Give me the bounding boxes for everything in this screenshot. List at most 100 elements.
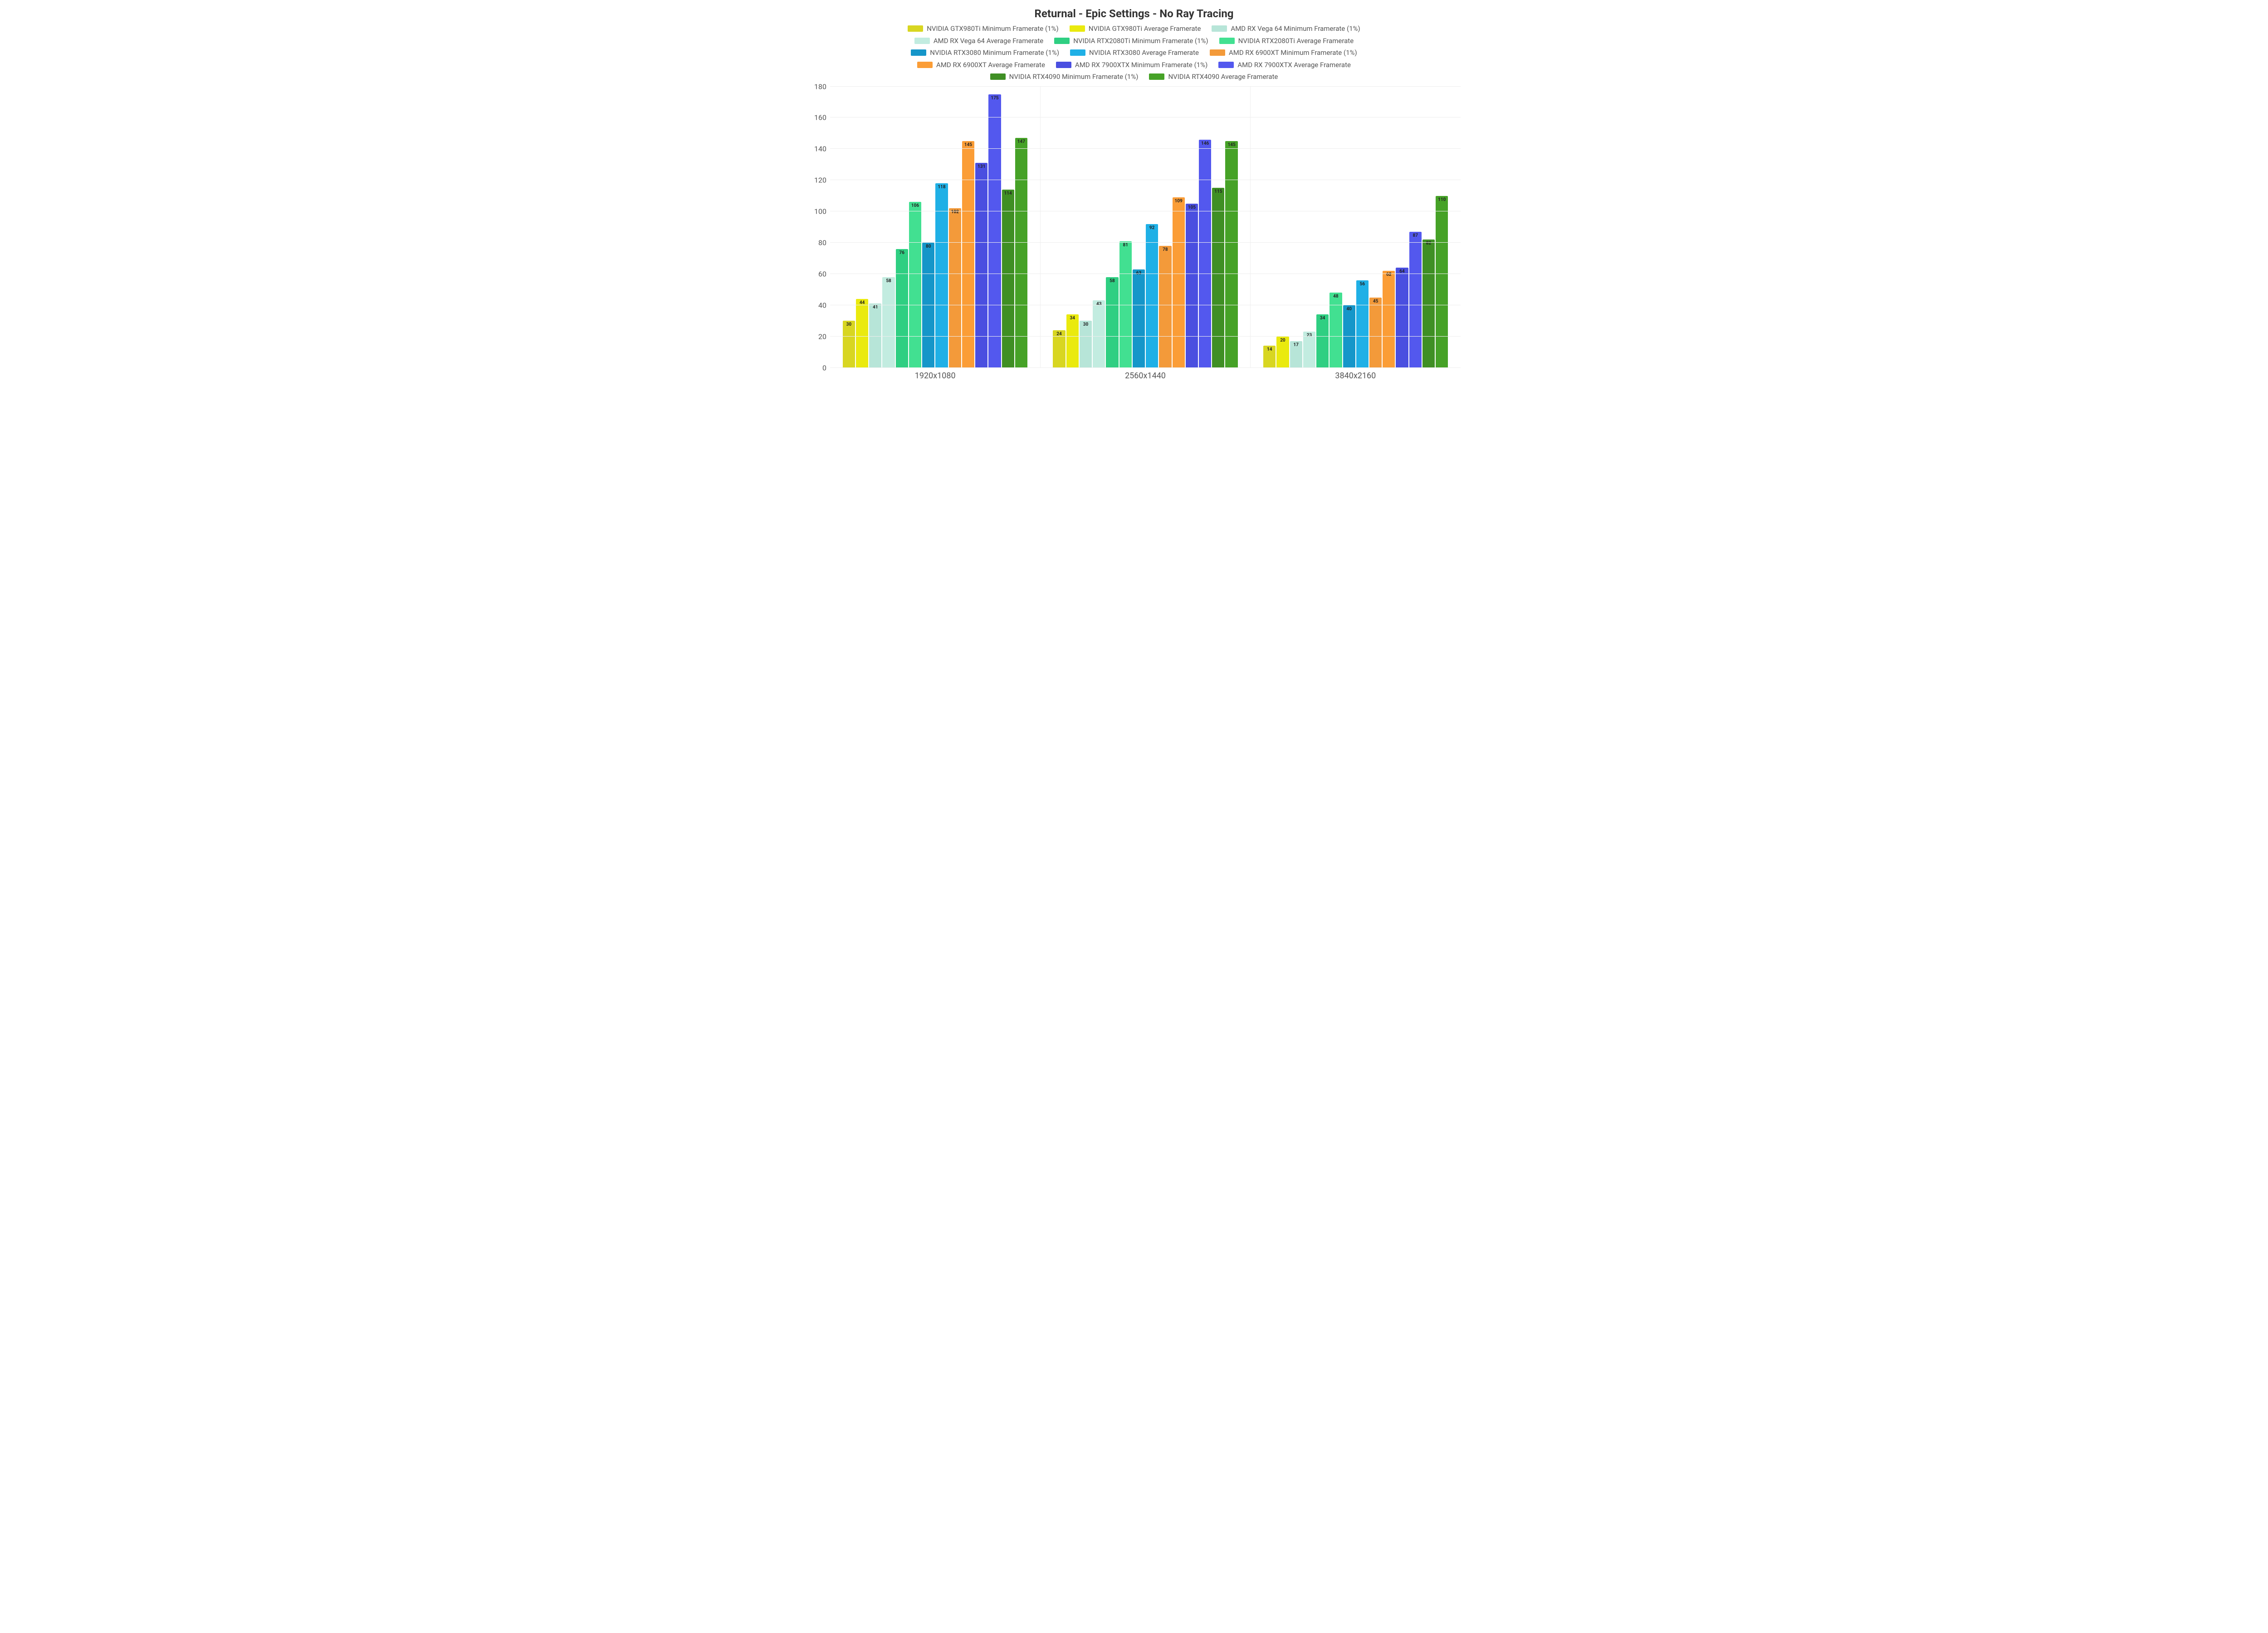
bar[interactable]: 30 — [1080, 321, 1092, 367]
bar-value-label: 45 — [1373, 299, 1378, 304]
y-tick-label: 160 — [806, 113, 826, 122]
legend-swatch — [1218, 62, 1234, 68]
legend-item[interactable]: NVIDIA RTX2080Ti Minimum Framerate (1%) — [1054, 36, 1208, 46]
legend-swatch — [1070, 25, 1085, 32]
legend-swatch — [911, 49, 926, 56]
category-label: 1920x1080 — [830, 371, 1040, 381]
bar[interactable]: 63 — [1133, 269, 1145, 368]
bar[interactable]: 147 — [1015, 138, 1027, 367]
legend-item[interactable]: NVIDIA RTX2080Ti Average Framerate — [1219, 36, 1354, 46]
bar[interactable]: 45 — [1369, 298, 1382, 368]
bars-row: 243430435881639278109105146115145 — [1053, 87, 1237, 368]
legend-item[interactable]: AMD RX 7900XTX Minimum Framerate (1%) — [1056, 60, 1207, 70]
bar-value-label: 110 — [1438, 197, 1446, 202]
bar[interactable]: 62 — [1383, 271, 1395, 368]
bar-value-label: 62 — [1386, 272, 1391, 277]
bar[interactable]: 102 — [949, 208, 961, 367]
chart-plot: 3044415876106801181021451311751141472434… — [830, 87, 1461, 377]
legend-label: NVIDIA RTX3080 Minimum Framerate (1%) — [930, 48, 1059, 58]
legend-item[interactable]: NVIDIA GTX980Ti Average Framerate — [1070, 24, 1201, 34]
legend-item[interactable]: AMD RX 6900XT Average Framerate — [917, 60, 1045, 70]
bar[interactable]: 23 — [1303, 332, 1315, 367]
legend-item[interactable]: NVIDIA RTX3080 Average Framerate — [1070, 48, 1199, 58]
bar[interactable]: 17 — [1290, 341, 1302, 368]
legend-label: NVIDIA RTX2080Ti Average Framerate — [1238, 36, 1354, 46]
bar[interactable]: 145 — [962, 141, 974, 367]
bar[interactable]: 64 — [1396, 268, 1408, 367]
bar-value-label: 145 — [1227, 142, 1235, 147]
legend-swatch — [1070, 49, 1085, 56]
legend-label: NVIDIA GTX980Ti Minimum Framerate (1%) — [927, 24, 1059, 34]
bar[interactable]: 34 — [1316, 314, 1329, 367]
bar-value-label: 131 — [978, 164, 985, 169]
legend-item[interactable]: AMD RX Vega 64 Minimum Framerate (1%) — [1212, 24, 1360, 34]
legend-label: AMD RX 6900XT Average Framerate — [936, 60, 1045, 70]
bar[interactable]: 92 — [1146, 224, 1158, 368]
legend-label: AMD RX Vega 64 Minimum Framerate (1%) — [1231, 24, 1360, 34]
legend-swatch — [1054, 38, 1070, 44]
legend-item[interactable]: AMD RX Vega 64 Average Framerate — [914, 36, 1043, 46]
bar[interactable]: 43 — [1093, 300, 1105, 367]
bar-value-label: 80 — [926, 244, 931, 249]
bar[interactable]: 78 — [1159, 246, 1171, 368]
bar[interactable]: 114 — [1002, 190, 1014, 368]
bar[interactable]: 48 — [1330, 293, 1342, 367]
y-tick-label: 60 — [806, 269, 826, 278]
legend-item[interactable]: NVIDIA GTX980Ti Minimum Framerate (1%) — [908, 24, 1059, 34]
bar[interactable]: 145 — [1225, 141, 1237, 367]
bar[interactable]: 30 — [843, 321, 855, 367]
bar[interactable]: 82 — [1422, 240, 1435, 367]
bar[interactable]: 105 — [1186, 204, 1198, 368]
bar[interactable]: 106 — [909, 202, 921, 367]
bar-value-label: 48 — [1333, 294, 1338, 299]
legend-swatch — [990, 73, 1006, 80]
bar[interactable]: 175 — [988, 94, 1001, 368]
bar-value-label: 114 — [1004, 191, 1012, 196]
bar-value-label: 145 — [964, 142, 972, 147]
bar[interactable]: 87 — [1409, 232, 1422, 368]
category-label: 2560x1440 — [1040, 371, 1250, 381]
bar[interactable]: 131 — [975, 163, 987, 367]
legend-item[interactable]: AMD RX 6900XT Minimum Framerate (1%) — [1210, 48, 1357, 58]
bar[interactable]: 56 — [1356, 280, 1369, 368]
legend-item[interactable]: NVIDIA RTX4090 Minimum Framerate (1%) — [990, 72, 1139, 82]
legend-swatch — [1056, 62, 1071, 68]
chart-legend: NVIDIA GTX980Ti Minimum Framerate (1%) NV… — [848, 24, 1420, 82]
bar[interactable]: 115 — [1212, 188, 1224, 367]
legend-label: NVIDIA RTX2080Ti Minimum Framerate (1%) — [1073, 36, 1208, 46]
legend-item[interactable]: NVIDIA RTX3080 Minimum Framerate (1%) — [911, 48, 1059, 58]
bar-value-label: 41 — [873, 305, 878, 310]
bar-value-label: 56 — [1360, 282, 1365, 287]
y-tick-label: 140 — [806, 145, 826, 153]
bar[interactable]: 146 — [1199, 140, 1211, 368]
legend-swatch — [1210, 49, 1225, 56]
bar-value-label: 30 — [846, 322, 851, 327]
category-group: 14201723344840564562648782110 — [1250, 87, 1461, 368]
bar[interactable]: 20 — [1276, 337, 1289, 368]
y-tick-label: 0 — [806, 363, 826, 372]
legend-label: AMD RX 7900XTX Average Framerate — [1237, 60, 1351, 70]
legend-label: AMD RX 6900XT Minimum Framerate (1%) — [1229, 48, 1357, 58]
y-tick-label: 180 — [806, 82, 826, 91]
bar[interactable]: 76 — [896, 249, 908, 368]
bar[interactable]: 58 — [882, 277, 894, 368]
bar[interactable]: 58 — [1106, 277, 1118, 368]
legend-swatch — [1149, 73, 1164, 80]
bar-value-label: 58 — [886, 279, 891, 284]
legend-item[interactable]: NVIDIA RTX4090 Average Framerate — [1149, 72, 1278, 82]
legend-item[interactable]: AMD RX 7900XTX Average Framerate — [1218, 60, 1351, 70]
bars-row: 30 44 41 58 76 106 80 118 102 145 131175114147 — [843, 87, 1027, 368]
bar-value-label: 58 — [1110, 279, 1114, 284]
bar-value-label: 76 — [899, 250, 904, 255]
bar-value-label: 118 — [938, 185, 945, 190]
bar[interactable]: 110 — [1436, 196, 1448, 368]
bar[interactable]: 109 — [1173, 197, 1185, 367]
bar-value-label: 82 — [1426, 241, 1431, 246]
gridline — [830, 336, 1461, 337]
bar[interactable]: 44 — [856, 299, 868, 368]
bar[interactable]: 14 — [1263, 346, 1276, 367]
legend-label: AMD RX Vega 64 Average Framerate — [934, 36, 1043, 46]
gridline — [830, 242, 1461, 243]
bar[interactable]: 34 — [1066, 314, 1079, 367]
legend-label: AMD RX 7900XTX Minimum Framerate (1%) — [1075, 60, 1207, 70]
